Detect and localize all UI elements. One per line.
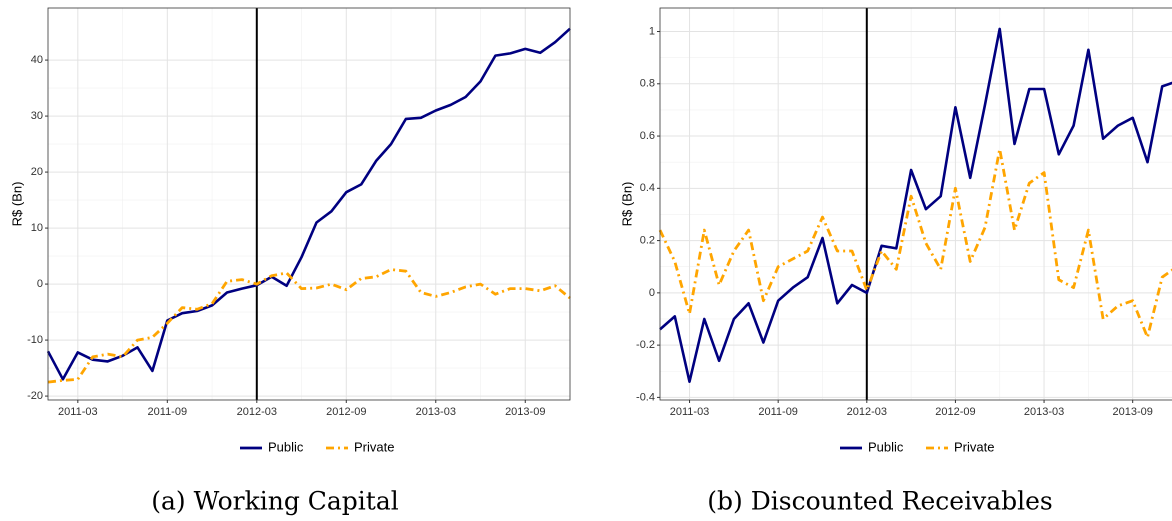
series-line <box>659 27 1172 383</box>
y-tick-label: 0.4 <box>640 182 655 194</box>
legend-label: Private <box>354 439 394 454</box>
caption: (a) Working Capital <box>151 487 399 516</box>
legend-label: Private <box>954 439 994 454</box>
x-tick-label: 2011-09 <box>148 406 188 418</box>
legend-label: Public <box>268 439 304 454</box>
y-axis-title: R$ (Bn) <box>619 182 634 227</box>
y-tick-label: -0.2 <box>636 339 655 351</box>
series-line <box>47 268 571 384</box>
legend-label: Public <box>868 439 904 454</box>
plot-background <box>48 8 570 400</box>
x-tick-label: 2012-03 <box>237 406 277 418</box>
y-tick-label: -10 <box>27 334 43 346</box>
y-tick-label: -0.4 <box>636 391 655 403</box>
x-tick-label: 2011-03 <box>670 406 710 418</box>
x-tick-label: 2012-09 <box>326 406 366 418</box>
y-tick-label: 0 <box>37 278 43 290</box>
y-tick-label: 0.6 <box>640 130 655 142</box>
caption: (b) Discounted Receivables <box>707 487 1052 516</box>
x-tick-label: 2013-09 <box>505 406 545 418</box>
y-tick-label: 0.2 <box>640 234 655 246</box>
y-tick-label: 0 <box>649 287 655 299</box>
y-tick-label: 30 <box>31 110 43 122</box>
x-tick-label: 2012-09 <box>935 406 975 418</box>
plot-background <box>660 8 1172 400</box>
y-axis-title: R$ (Bn) <box>9 182 24 227</box>
series-line <box>658 147 1172 339</box>
y-tick-label: -20 <box>27 390 43 402</box>
x-tick-label: 2013-03 <box>1024 406 1064 418</box>
x-tick-label: 2011-09 <box>758 406 798 418</box>
y-tick-label: 20 <box>31 166 43 178</box>
series-line <box>46 27 571 381</box>
plot-frame <box>47 7 571 401</box>
x-tick-label: 2011-03 <box>58 406 98 418</box>
y-tick-label: 40 <box>31 54 43 66</box>
x-tick-label: 2013-03 <box>416 406 456 418</box>
x-tick-label: 2012-03 <box>847 406 887 418</box>
y-tick-label: 0.8 <box>640 78 655 90</box>
plot-frame <box>659 7 1172 401</box>
y-tick-label: 10 <box>31 222 43 234</box>
x-tick-label: 2013-09 <box>1112 406 1152 418</box>
y-tick-label: 1 <box>649 25 655 37</box>
